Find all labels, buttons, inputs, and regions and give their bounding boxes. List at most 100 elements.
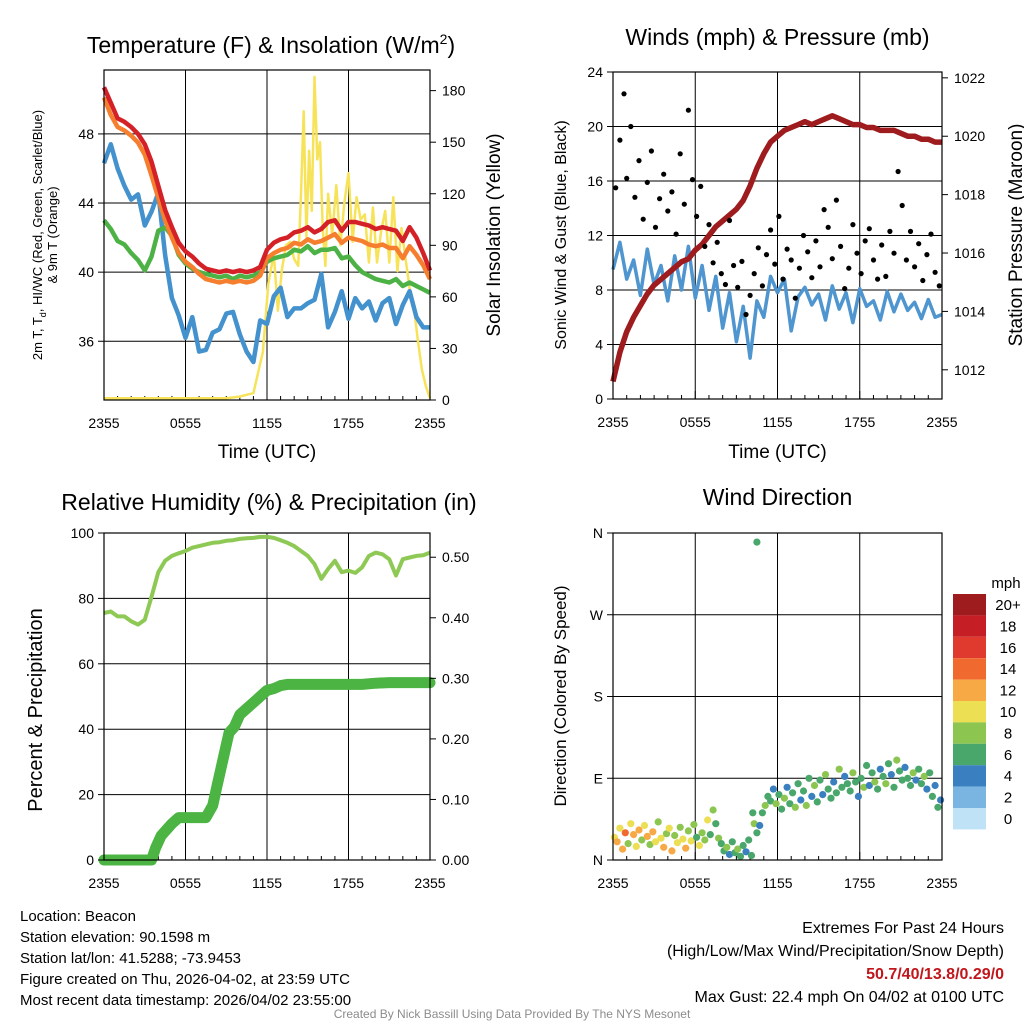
chart-dir: 2355 0555 1155 1755 2355 N E S W N Wind Direction D…: [551, 484, 1021, 891]
gust-point: [755, 245, 761, 251]
gust-point: [792, 295, 798, 301]
plot-border: [103, 532, 431, 861]
direction-point: [660, 843, 668, 851]
gust-point: [916, 241, 922, 247]
direction-point: [742, 848, 750, 856]
direction-point: [706, 831, 714, 839]
gust-point: [657, 196, 663, 202]
gust-point: [644, 179, 650, 185]
gust-point: [640, 216, 646, 222]
direction-point: [613, 838, 621, 846]
direction-point: [835, 765, 843, 773]
direction-point: [679, 835, 687, 843]
y2-tick-label: 0.50: [442, 549, 469, 565]
direction-point: [890, 783, 898, 791]
direction-point: [852, 778, 860, 786]
x-axis-label: Time (UTC): [218, 442, 317, 463]
series-line: [98, 677, 436, 866]
gust-point: [768, 227, 774, 233]
max-gust-text: Max Gust: 22.4 mph On 04/02 at 0100 UTC: [694, 989, 1005, 1006]
y2-tick-label: 0.30: [442, 670, 469, 686]
gust-point: [776, 213, 782, 219]
legend-swatch: [953, 722, 986, 744]
legend-label: 10: [1000, 704, 1017, 721]
gust-point: [928, 231, 934, 237]
elevation-text: Station elevation: 90.1598 m: [20, 929, 211, 946]
extremes-info: Extremes For Past 24 Hours (High/Low/Max…: [667, 917, 1004, 1009]
speed-legend: mph 20+ 18 16 14 12 10 8 6 4 2 0: [953, 575, 1021, 830]
chart-title: Wind Direction: [703, 484, 853, 510]
gust-point: [924, 252, 930, 258]
plot-border: [103, 69, 431, 401]
x-tick-label: 1155: [252, 415, 282, 431]
direction-point: [857, 774, 865, 782]
direction-point: [665, 824, 673, 832]
direction-point: [698, 829, 706, 837]
direction-point: [715, 834, 723, 842]
direction-point: [646, 841, 654, 849]
y-axis-label: 2m T, Td, HI/WC (Red, Green, Scarlet/Blu…: [30, 110, 48, 360]
direction-point: [616, 824, 624, 832]
y-tick-label: 60: [78, 656, 94, 672]
direction-point: [937, 796, 945, 804]
gust-point: [817, 264, 823, 270]
y2-tick-label: 120: [442, 186, 466, 202]
y-label-part: , HI/WC (Red, Green, Scarlet/Blue): [30, 110, 45, 312]
direction-point: [797, 796, 805, 804]
direction-point: [805, 774, 813, 782]
series-line: [103, 534, 431, 627]
x-tick-label: 2355: [597, 875, 628, 891]
gust-point: [784, 246, 790, 252]
gust-point: [648, 148, 655, 154]
direction-point: [799, 787, 808, 795]
gust-point: [854, 250, 860, 256]
direction-point: [808, 792, 816, 801]
gust-point: [800, 232, 807, 239]
y2-tick-label: 180: [442, 83, 466, 99]
direction-point: [934, 803, 942, 811]
y-axis-label-line2: & 9m T (Orange): [45, 186, 60, 283]
direction-point: [884, 760, 893, 768]
gust-point: [907, 228, 914, 234]
x-tick-label: 2355: [414, 875, 445, 891]
gust-point: [726, 217, 733, 224]
direction-point: [849, 769, 857, 777]
gust-point: [628, 123, 634, 130]
direction-point: [778, 805, 786, 813]
direction-point: [863, 761, 871, 770]
direction-point: [791, 803, 799, 811]
x-tick-label: 2355: [926, 875, 957, 891]
direction-point: [753, 829, 761, 837]
direction-point: [621, 829, 629, 837]
x-tick-label: 0555: [680, 414, 711, 430]
direction-point: [926, 769, 934, 777]
gust-point: [621, 91, 627, 97]
gust-point: [632, 194, 638, 200]
gust-point: [936, 283, 942, 289]
direction-point: [747, 851, 756, 860]
direction-point: [895, 767, 904, 775]
direction-point: [810, 781, 819, 790]
direction-point: [841, 772, 849, 781]
y2-axis-label: Solar Insolation (Yellow): [484, 133, 505, 336]
gust-point: [747, 292, 753, 298]
y2-tick-label: 1022: [954, 70, 985, 86]
gust-point: [735, 284, 741, 290]
gust-point: [722, 281, 729, 288]
gust-point: [673, 231, 679, 237]
recent-data-text: Most recent data timestamp: 2026/04/02 2…: [20, 992, 352, 1009]
direction-point: [832, 789, 841, 797]
x-tick-label: 1155: [762, 875, 792, 891]
direction-point: [906, 781, 915, 790]
y-tick-label: 100: [71, 525, 95, 541]
direction-point: [767, 797, 775, 805]
y-tick-label: N: [593, 525, 603, 541]
direction-point: [643, 832, 651, 841]
gust-point: [751, 271, 757, 277]
direction-point: [813, 798, 821, 806]
direction-point: [624, 840, 632, 848]
title-superscript: 2: [440, 31, 448, 47]
gust-point: [617, 137, 623, 143]
direction-point: [662, 830, 671, 838]
direction-point: [830, 778, 838, 786]
